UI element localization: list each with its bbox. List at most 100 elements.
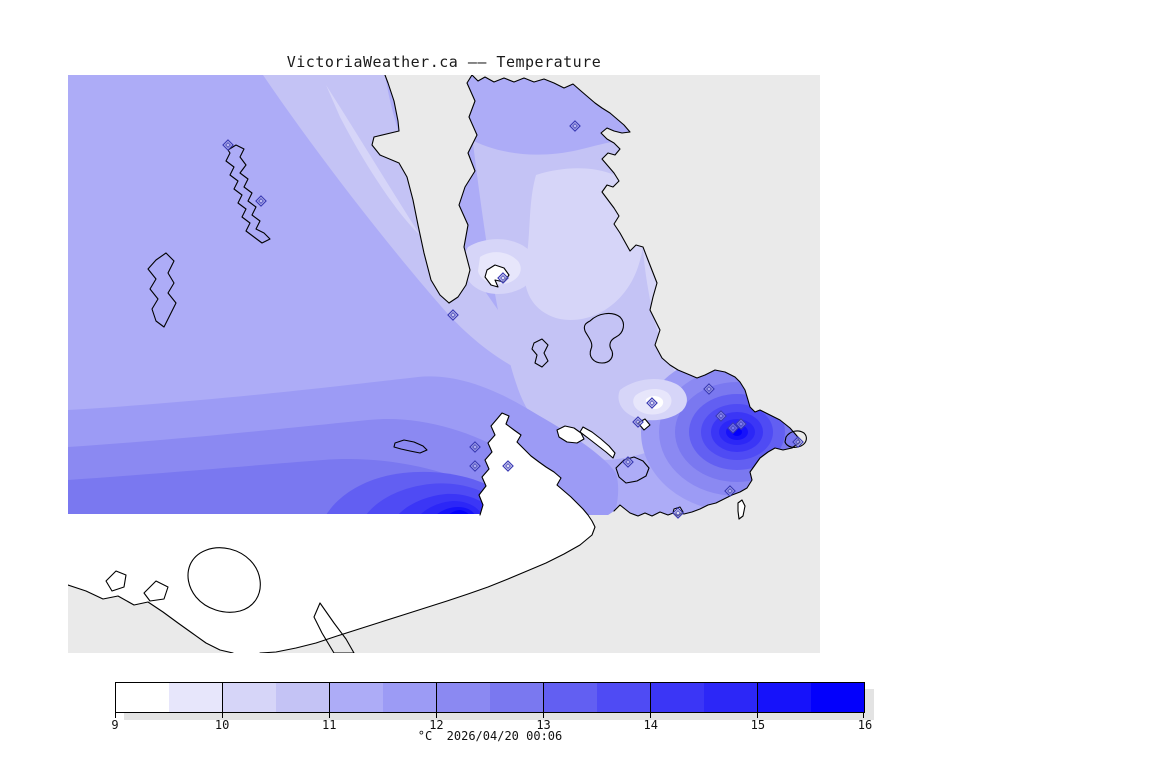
colorbar-swatch — [116, 683, 169, 712]
coastline — [259, 412, 596, 653]
coastline — [68, 584, 234, 653]
colorbar-swatch — [543, 683, 597, 712]
colorbar-tick-label: 16 — [857, 718, 873, 732]
station-marker-inner — [727, 488, 733, 494]
land-no-data — [68, 413, 595, 653]
colorbar-tick-label: 15 — [750, 718, 766, 732]
colorbar-tick-label: 11 — [322, 718, 337, 732]
lake-prospect — [531, 338, 549, 368]
colorbar-scale — [115, 682, 865, 713]
colorbar-caption: °C 2026/04/20 00:06 — [115, 729, 865, 743]
colorbar-swatch — [811, 683, 864, 712]
map-timestamp: 2026/04/20 00:06 — [446, 729, 563, 743]
station-marker[interactable] — [255, 195, 267, 207]
land-overlay — [68, 412, 807, 653]
station-marker[interactable] — [632, 416, 644, 428]
bay-wedge — [313, 602, 355, 653]
islet — [105, 570, 127, 592]
colorbar-tick — [863, 713, 864, 718]
station-marker[interactable] — [715, 410, 727, 422]
station-marker-inner — [472, 444, 478, 450]
station-marker[interactable] — [222, 139, 234, 151]
lakes — [147, 144, 625, 454]
colorbar-tick-label: 14 — [643, 718, 658, 732]
colorbar-swatch — [704, 683, 757, 712]
colorbar-swatch — [222, 683, 276, 712]
station-marker-inner — [450, 312, 456, 318]
station-marker-inner — [500, 275, 506, 281]
colorbar-tick — [328, 713, 330, 718]
contour-band — [326, 85, 420, 235]
station-marker-inner — [730, 425, 736, 431]
colorbar: 9 10 11 12 13 14 15 16 °C 2026/04/20 00:06 — [111, 682, 872, 743]
station-marker-inner — [258, 198, 264, 204]
station-marker[interactable] — [469, 441, 481, 453]
station-marker-inner — [572, 123, 578, 129]
station-marker[interactable] — [703, 383, 715, 395]
colorbar-swatch — [329, 683, 383, 712]
coastlines — [371, 75, 801, 517]
colorbar-tick — [757, 713, 759, 718]
colorbar-tick-label: 13 — [536, 718, 551, 732]
trial-island — [737, 499, 746, 520]
islet — [143, 580, 169, 602]
station-marker-inner — [718, 413, 724, 419]
colorbar-swatch — [436, 683, 490, 712]
discovery-island — [784, 430, 807, 448]
station-marker-inner — [505, 463, 511, 469]
coastline — [448, 75, 478, 304]
coastline — [371, 75, 450, 304]
colorbar-tick — [221, 713, 223, 718]
colorbar-swatch — [490, 683, 543, 712]
contour-band — [448, 510, 469, 515]
coastline — [471, 75, 801, 517]
colorbar-swatch — [650, 683, 704, 712]
portage-inlet — [556, 425, 585, 444]
station-marker-inner — [225, 142, 231, 148]
station-marker[interactable] — [497, 272, 509, 284]
station-marker-inner — [649, 400, 655, 406]
station-marker[interactable] — [727, 422, 739, 434]
gorge-channel — [579, 426, 616, 459]
station-marker-inner — [625, 459, 631, 465]
lake-sooke — [225, 144, 271, 244]
colorbar-tick — [650, 713, 652, 718]
map-canvas — [68, 75, 820, 653]
station-marker-inner — [635, 419, 641, 425]
stations-layer — [222, 120, 804, 519]
station-marker-inner — [706, 386, 712, 392]
station-marker[interactable] — [724, 485, 736, 497]
station-marker[interactable] — [622, 456, 634, 468]
colorbar-swatch — [276, 683, 329, 712]
lake-langford — [393, 439, 428, 454]
map — [68, 75, 820, 653]
station-marker[interactable] — [646, 397, 658, 409]
station-marker-inner — [738, 421, 744, 427]
colorbar-swatch — [597, 683, 650, 712]
colorbar-tick — [543, 713, 545, 718]
colorbar-swatch — [383, 683, 436, 712]
station-marker[interactable] — [672, 507, 684, 519]
colorbar-unit-label: °C — [417, 729, 433, 743]
station-marker-inner — [675, 510, 681, 516]
station-marker[interactable] — [569, 120, 581, 132]
station-marker[interactable] — [792, 436, 804, 448]
station-marker-inner — [472, 463, 478, 469]
sooke-basin — [187, 547, 261, 613]
colorbar-tick-label: 12 — [429, 718, 444, 732]
station-marker-inner — [795, 439, 801, 445]
lake-elk — [583, 312, 625, 364]
sea-strait — [68, 585, 233, 653]
station-marker[interactable] — [735, 418, 747, 430]
station-marker[interactable] — [447, 309, 459, 321]
station-marker[interactable] — [469, 460, 481, 472]
lake-shawnigan — [147, 252, 177, 328]
colorbar-tick-label: 9 — [111, 718, 119, 732]
station-marker[interactable] — [502, 460, 514, 472]
colorbar-swatch — [169, 683, 222, 712]
colorbar-swatch — [757, 683, 811, 712]
page-title: VictoriaWeather.ca —— Temperature — [286, 53, 602, 71]
colorbar-tick — [435, 713, 437, 718]
colorbar-tick — [115, 713, 116, 718]
